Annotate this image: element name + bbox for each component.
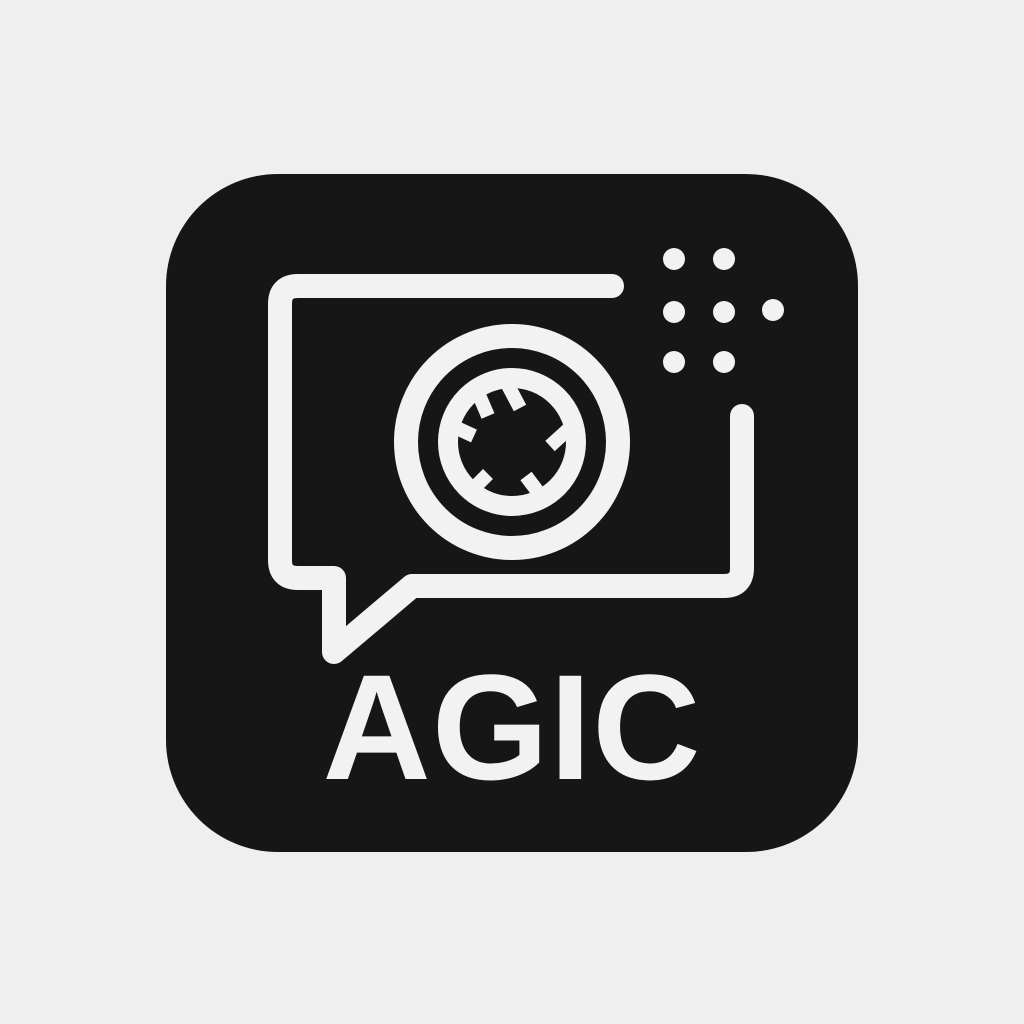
dot-grid	[663, 248, 784, 373]
speech-bubble-outline	[268, 274, 754, 664]
aperture-blades	[445, 370, 577, 505]
wordmark-text: AGIC	[322, 643, 702, 811]
app-icon-tile: AGIC	[166, 174, 858, 852]
aperture-outer-ring	[394, 324, 630, 560]
chat-bubble-camera-aperture-icon	[268, 248, 784, 664]
